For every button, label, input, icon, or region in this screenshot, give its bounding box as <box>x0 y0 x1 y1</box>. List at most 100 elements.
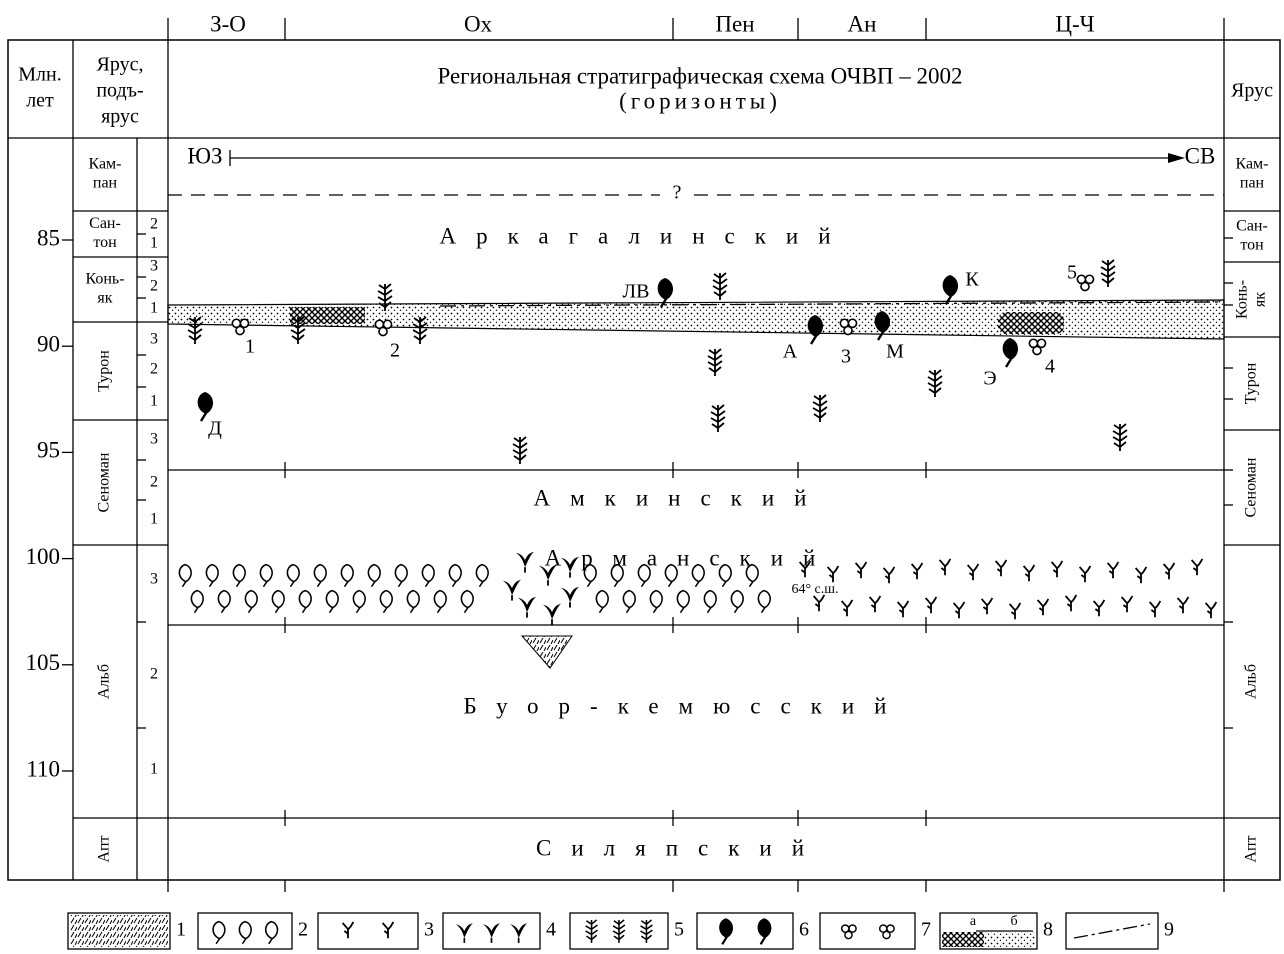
legend-fill <box>70 915 168 947</box>
sprout <box>842 600 853 616</box>
substage-label: 2 <box>150 361 158 378</box>
sprout <box>940 559 951 575</box>
stage-name: Сан- <box>1236 218 1268 235</box>
leaf-outline <box>731 591 743 613</box>
legend-symbol <box>758 918 772 944</box>
sprout <box>1164 563 1175 579</box>
legend-number: 8 <box>1043 919 1053 941</box>
direction-from: ЮЗ <box>187 143 222 168</box>
region-label: З-О <box>210 11 246 36</box>
substage-label: 2 <box>150 474 158 491</box>
stage-name: Турон <box>1243 362 1260 404</box>
legend-symbol <box>880 925 894 939</box>
sprout <box>1150 601 1161 617</box>
sprout <box>870 596 881 612</box>
sprig <box>928 370 942 397</box>
locality-label: 4 <box>1045 356 1055 378</box>
legend-fill <box>942 932 984 947</box>
trefoil <box>232 319 248 334</box>
leaf-outline <box>341 565 353 587</box>
legend-symbol <box>719 918 733 944</box>
sprig <box>813 395 827 422</box>
region-label: Ох <box>464 11 493 36</box>
legend-sub: б <box>1010 914 1017 929</box>
horizon-name: Буор-кемюсский <box>464 693 907 718</box>
substage-label: 3 <box>150 331 158 348</box>
legend-number: 6 <box>799 919 809 941</box>
sprout <box>814 595 825 611</box>
legend-symbol <box>213 922 225 944</box>
header-stage-right: Ярус <box>1231 80 1273 102</box>
sprout <box>1094 600 1105 616</box>
substage-label: 2 <box>150 666 158 683</box>
legend-symbol <box>483 923 500 943</box>
legend-box <box>820 913 915 949</box>
leaf-outline <box>206 565 218 587</box>
leaf-filled <box>943 275 958 304</box>
stage-name: тон <box>93 234 117 251</box>
leaf-outline <box>287 565 299 587</box>
header-stage: подъ- <box>96 80 143 102</box>
substage-label: 1 <box>150 393 158 410</box>
sprig <box>1101 260 1115 287</box>
locality-label: 3 <box>841 346 851 368</box>
horizon-name: Арманский <box>545 545 836 570</box>
substage-label: 1 <box>150 511 158 528</box>
legend-number: 7 <box>921 919 931 941</box>
sprig <box>513 437 527 464</box>
region-label: Ц-Ч <box>1055 11 1094 36</box>
legend-number: 1 <box>176 919 186 941</box>
locality-label: 5 <box>1067 262 1077 284</box>
legend-symbol <box>239 922 251 944</box>
substage-label: 3 <box>150 258 158 275</box>
leaf-outline <box>704 591 716 613</box>
legend-symbol <box>456 923 473 943</box>
region-label: Ан <box>848 11 877 36</box>
age-tick-label: 105 <box>26 650 61 675</box>
question-mark: ? <box>673 182 682 204</box>
sprout <box>856 562 867 578</box>
sprout <box>1080 566 1091 582</box>
leaf-outline <box>407 591 419 613</box>
leaf-outline <box>326 591 338 613</box>
legend-symbol <box>613 920 625 943</box>
substage-label: 3 <box>150 571 158 588</box>
substage-label: 2 <box>150 278 158 295</box>
sprout <box>898 601 909 617</box>
leaf-outline <box>758 591 770 613</box>
leaf-outline <box>353 591 365 613</box>
age-tick-label: 100 <box>26 544 61 569</box>
sprout <box>996 560 1007 576</box>
header-title: (горизонты) <box>619 88 781 113</box>
locality-label: 2 <box>390 340 400 362</box>
substage-label: 3 <box>150 431 158 448</box>
leaf-outline <box>245 591 257 613</box>
sprig <box>1113 424 1127 451</box>
stage-name: Сеноман <box>96 452 113 512</box>
stage-name: Альб <box>1243 664 1260 699</box>
sprout <box>1024 565 1035 581</box>
age-tick-label: 95 <box>37 438 60 463</box>
leaf-outline <box>461 591 473 613</box>
header-title: Региональная стратиграфическая схема ОЧВ… <box>437 63 962 88</box>
stage-name: як <box>1252 292 1269 307</box>
leaf-outline <box>596 591 608 613</box>
shoot <box>503 580 521 601</box>
locality-label: Э <box>983 368 996 390</box>
shoot <box>561 587 579 608</box>
trefoil <box>1077 275 1093 290</box>
stage-name: як <box>97 290 112 307</box>
substage-label: 1 <box>150 300 158 317</box>
locality-label: К <box>965 269 979 291</box>
leaf-outline <box>260 565 272 587</box>
leaf-outline <box>395 565 407 587</box>
stage-name: Конь- <box>1234 280 1251 319</box>
sprout <box>1038 599 1049 615</box>
substage-label: 1 <box>150 761 158 778</box>
sprig <box>713 273 727 300</box>
horizon-name: Аркагалинский <box>439 223 850 248</box>
sprout <box>926 597 937 613</box>
stage-name: пан <box>1240 175 1265 192</box>
legend-symbol <box>842 925 856 939</box>
stage-name: Апт <box>96 835 113 862</box>
